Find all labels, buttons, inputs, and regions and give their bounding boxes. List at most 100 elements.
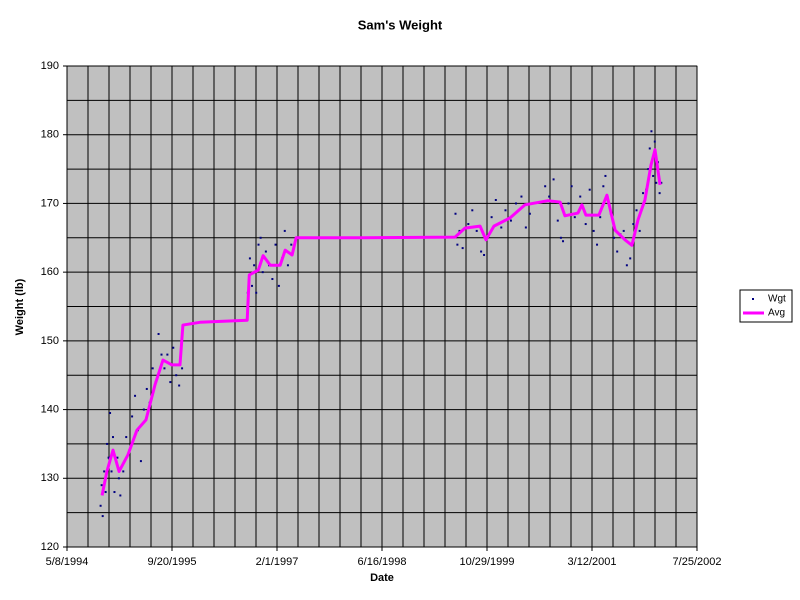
data-point [592,229,595,232]
data-point [625,264,628,267]
data-point [504,209,507,212]
data-point [261,271,264,274]
data-point [166,353,169,356]
legend-box [739,289,793,323]
data-point [461,247,464,250]
data-point [253,264,256,267]
data-point [548,195,551,198]
data-point [642,192,645,195]
data-point [257,243,260,246]
data-point [652,174,655,177]
data-point [613,236,616,239]
data-point [119,494,122,497]
data-point [494,198,497,201]
x-tick-label: 3/12/2001 [568,556,617,568]
data-point [604,174,607,177]
data-point [559,236,562,239]
legend-marker [752,298,754,300]
data-point [259,236,262,239]
data-point [471,209,474,212]
data-point [660,181,663,184]
data-point [655,181,658,184]
data-point [248,257,251,260]
data-point [286,264,289,267]
data-point [544,185,547,188]
data-point [562,240,565,243]
data-point [172,346,175,349]
y-tick-label: 160 [41,266,59,278]
data-point [175,374,178,377]
data-point [160,353,163,356]
data-point [467,223,470,226]
data-point [283,229,286,232]
x-tick-label: 7/25/2002 [673,556,722,568]
data-point [632,223,635,226]
data-point [602,185,605,188]
data-point [103,470,106,473]
data-point [134,394,137,397]
data-point [514,202,517,205]
x-tick-label: 5/8/1994 [46,556,89,568]
x-tick-label: 9/20/1995 [148,556,197,568]
data-point [648,147,651,150]
data-point [483,253,486,256]
data-point [599,216,602,219]
data-point [528,212,531,215]
data-point [106,442,109,445]
data-point [107,456,110,459]
data-point [658,192,661,195]
data-point [169,381,172,384]
legend-label: Avg [768,308,785,319]
y-tick-label: 130 [41,472,59,484]
x-tick-label: 6/16/1998 [358,556,407,568]
y-tick-label: 190 [41,60,59,72]
y-tick-label: 120 [41,541,59,553]
data-point [145,387,148,390]
data-point [456,243,459,246]
data-point [475,229,478,232]
data-point [181,367,184,370]
data-point [629,257,632,260]
data-point [570,185,573,188]
data-point [567,202,570,205]
y-tick-label: 150 [41,335,59,347]
y-tick-label: 140 [41,403,59,415]
data-point [131,415,134,418]
data-point [552,178,555,181]
data-point [524,226,527,229]
data-point [142,408,145,411]
data-point [101,515,104,518]
data-point [622,229,625,232]
data-point [116,456,119,459]
data-point [251,284,254,287]
data-point [650,130,653,133]
data-point [122,470,125,473]
data-point [274,243,277,246]
data-point [99,504,102,507]
y-axis-title: Weight (lb) [14,278,26,335]
data-point [277,284,280,287]
legend: Wgt Avg [739,289,793,323]
data-point [616,250,619,253]
data-point [109,412,112,415]
x-tick-label: 10/29/1999 [459,556,514,568]
y-tick-label: 170 [41,197,59,209]
data-point [520,195,523,198]
data-point [111,436,114,439]
average-line [100,148,662,496]
data-point [110,470,113,473]
data-point [163,367,166,370]
data-point [635,209,638,212]
y-tick-label: 180 [41,129,59,141]
data-point [596,243,599,246]
x-tick-label: 2/1/1997 [256,556,299,568]
data-point [584,223,587,226]
data-point [151,367,154,370]
legend-label: Wgt [768,294,786,305]
data-point [117,477,120,480]
data-point [454,212,457,215]
data-point [264,250,267,253]
data-point [139,460,142,463]
